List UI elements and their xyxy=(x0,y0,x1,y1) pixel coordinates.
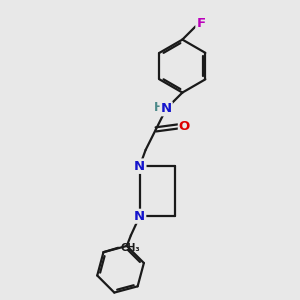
Text: N: N xyxy=(134,160,145,173)
Text: N: N xyxy=(134,160,145,173)
Text: N: N xyxy=(134,210,145,223)
Text: F: F xyxy=(196,17,206,30)
Text: O: O xyxy=(179,120,190,133)
Text: H: H xyxy=(154,101,164,114)
Text: N: N xyxy=(160,102,172,115)
Text: CH₃: CH₃ xyxy=(121,243,140,253)
